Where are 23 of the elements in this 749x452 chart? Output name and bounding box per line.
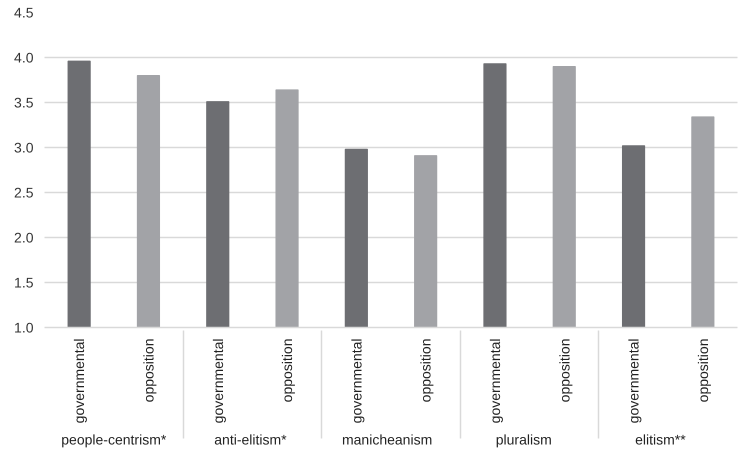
x-tick-label: opposition	[140, 338, 156, 402]
x-tick-label: opposition	[556, 338, 572, 402]
y-tick-label: 3.0	[14, 140, 34, 156]
y-tick-label: 1.0	[14, 320, 34, 336]
x-tick-label: opposition	[694, 338, 711, 402]
y-tick-label: 3.5	[14, 94, 34, 110]
text: pluralism	[496, 431, 552, 448]
x-tick-label: governmental	[486, 338, 503, 424]
x-tick-label: governmental	[71, 338, 88, 424]
x-tick-label: governmental	[348, 338, 364, 424]
y-tick-label: 4.5	[14, 4, 34, 20]
y-tick-label: 2.5	[14, 184, 34, 200]
y-tick-label: 1.5	[14, 274, 34, 290]
y-tick-label: 2.0	[14, 230, 34, 246]
x-tick-label: opposition	[418, 338, 434, 402]
x-tick-label: governmental	[626, 338, 642, 424]
x-tick-label: opposition	[279, 338, 296, 402]
text: manicheanism	[342, 431, 432, 448]
text: elitism**	[635, 431, 686, 448]
y-tick-label: 4.0	[14, 50, 34, 66]
text: anti-elitism*	[214, 431, 288, 448]
text: people-centrism*	[61, 431, 167, 448]
x-tick-label: governmental	[210, 338, 226, 424]
